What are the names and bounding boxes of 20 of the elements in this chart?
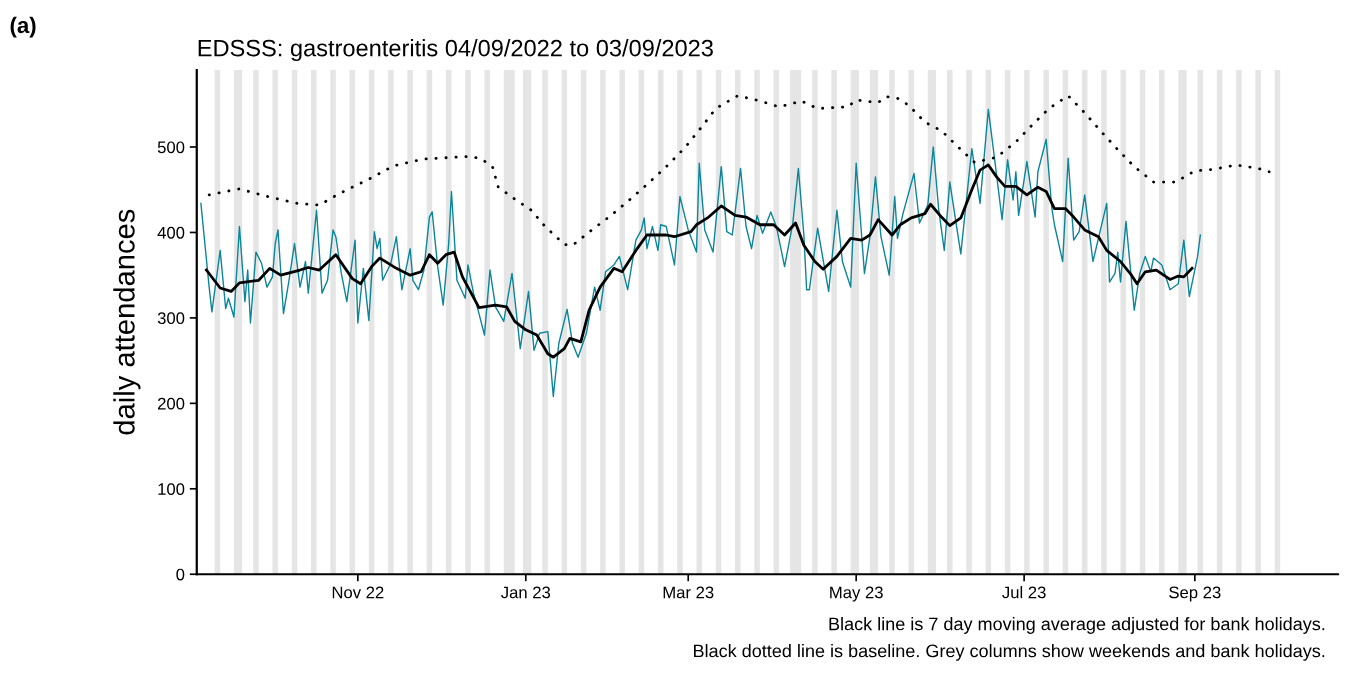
y-axis-title: daily attendances (113, 209, 141, 435)
text: (a) (10, 16, 36, 38)
x-tick-label: Sep 23 (1169, 586, 1221, 602)
y-tick-label: 300 (157, 312, 185, 325)
text: Black line is 7 day moving average adjusted for bank holidays. (829, 617, 1325, 634)
chart-title: EDSSS: gastroenteritis 04/09/2022 to 03/09/2023 (198, 39, 713, 62)
x-tick-label: Mar 23 (663, 586, 714, 599)
text: Black dotted line is baseline. Grey columns show weekends and bank holidays. (694, 644, 1325, 661)
y-tick-label: 200 (157, 397, 185, 410)
x-tick-label: Jul 23 (1002, 586, 1046, 599)
line-series (205, 163, 1194, 359)
x-tick-label: Nov 22 (332, 586, 384, 599)
y-tick-label: 0 (176, 568, 185, 581)
x-tick-label: Jan 23 (501, 586, 551, 599)
y-tick-label: 500 (157, 141, 185, 154)
x-tick-label: May 23 (830, 586, 883, 602)
y-tick-label: 100 (158, 483, 185, 495)
y-tick-label: 400 (157, 226, 185, 239)
line-series (200, 108, 1202, 398)
line-series (207, 94, 1271, 247)
